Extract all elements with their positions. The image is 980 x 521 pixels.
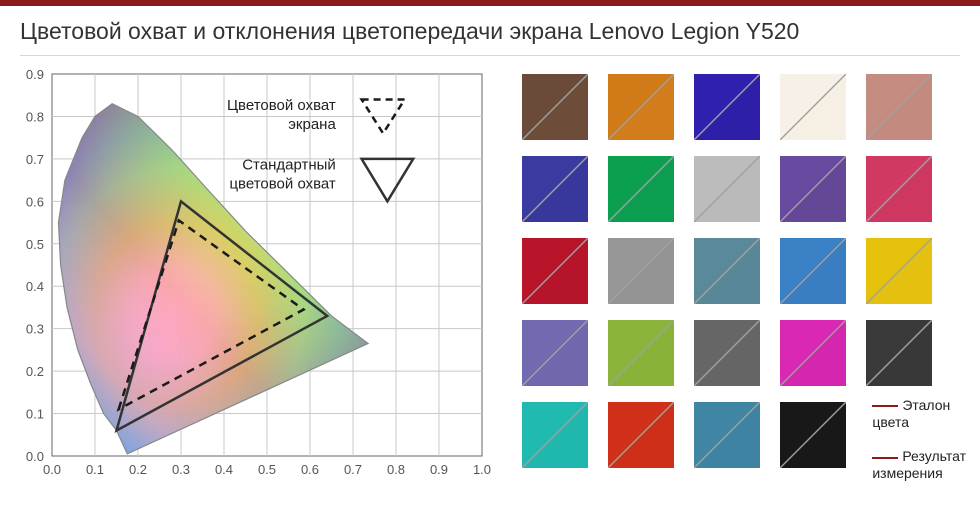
chromaticity-chart: 0.0 0.1 0.2 0.3 0.4 0.5 0.6 0.7 0.8 0.9 1.0 0.0 0.1 0… — [6, 66, 496, 486]
color-swatch — [780, 320, 846, 386]
svg-text:1.0: 1.0 — [473, 462, 491, 477]
svg-text:0.4: 0.4 — [26, 279, 44, 294]
color-swatch — [608, 74, 674, 140]
color-swatch — [866, 74, 932, 140]
color-swatch — [522, 238, 588, 304]
svg-text:Цветовой охват: Цветовой охват — [227, 97, 336, 114]
color-swatch — [694, 156, 760, 222]
svg-text:0.3: 0.3 — [26, 322, 44, 337]
legend-line-icon — [872, 405, 898, 407]
color-swatch — [866, 320, 932, 386]
color-swatch — [780, 74, 846, 140]
color-swatch — [522, 320, 588, 386]
svg-text:0.5: 0.5 — [258, 462, 276, 477]
svg-text:0.3: 0.3 — [172, 462, 190, 477]
legend-top: Эталонцвета — [872, 397, 966, 431]
svg-text:0.7: 0.7 — [26, 152, 44, 167]
svg-text:0.1: 0.1 — [86, 462, 104, 477]
svg-text:0.9: 0.9 — [430, 462, 448, 477]
svg-text:0.8: 0.8 — [387, 462, 405, 477]
legend-top-text: Эталонцвета — [872, 397, 950, 430]
svg-text:0.6: 0.6 — [301, 462, 319, 477]
svg-text:0.9: 0.9 — [26, 67, 44, 82]
color-swatch — [780, 402, 846, 468]
legend-line-icon — [872, 457, 898, 459]
page-title: Цветовой охват и отклонения цветопередач… — [0, 6, 980, 55]
svg-text:0.2: 0.2 — [129, 462, 147, 477]
legend-bottom: Результатизмерения — [872, 448, 966, 482]
svg-text:0.4: 0.4 — [215, 462, 233, 477]
color-swatch — [522, 156, 588, 222]
color-swatch — [866, 238, 932, 304]
svg-text:0.0: 0.0 — [26, 449, 44, 464]
legend-bottom-text: Результатизмерения — [872, 448, 966, 481]
swatch-legend: Эталонцвета Результатизмерения — [872, 397, 966, 482]
svg-text:экрана: экрана — [288, 116, 336, 133]
color-swatch — [608, 402, 674, 468]
svg-text:0.8: 0.8 — [26, 109, 44, 124]
color-swatch — [780, 156, 846, 222]
color-swatch — [608, 156, 674, 222]
color-swatch — [694, 74, 760, 140]
swatch-panel: Эталонцвета Результатизмерения — [496, 66, 974, 486]
svg-text:Стандартный: Стандартный — [242, 157, 336, 174]
divider — [20, 55, 960, 56]
svg-text:0.1: 0.1 — [26, 407, 44, 422]
svg-text:0.7: 0.7 — [344, 462, 362, 477]
color-swatch — [608, 320, 674, 386]
svg-text:цветовой охват: цветовой охват — [229, 176, 335, 193]
svg-text:0.6: 0.6 — [26, 194, 44, 209]
color-swatch — [608, 238, 674, 304]
color-swatch — [780, 238, 846, 304]
svg-text:0.2: 0.2 — [26, 364, 44, 379]
color-swatch — [694, 238, 760, 304]
svg-text:0.0: 0.0 — [43, 462, 61, 477]
color-swatch — [522, 402, 588, 468]
color-swatch — [694, 402, 760, 468]
chart-svg: 0.0 0.1 0.2 0.3 0.4 0.5 0.6 0.7 0.8 0.9 1.0 0.0 0.1 0… — [6, 66, 496, 486]
color-swatch — [522, 74, 588, 140]
color-swatch — [694, 320, 760, 386]
svg-text:0.5: 0.5 — [26, 237, 44, 252]
content-row: 0.0 0.1 0.2 0.3 0.4 0.5 0.6 0.7 0.8 0.9 1.0 0.0 0.1 0… — [0, 66, 980, 486]
color-swatch — [866, 156, 932, 222]
